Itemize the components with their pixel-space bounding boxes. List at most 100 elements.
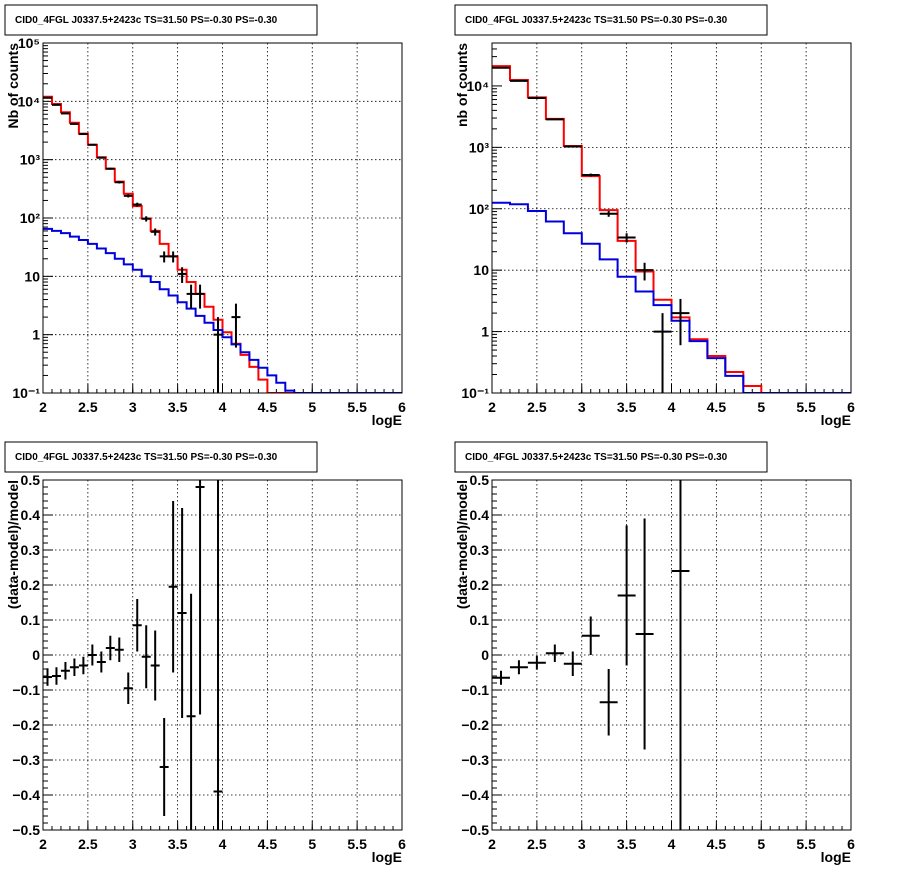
chart-title-box [4,4,318,36]
y-axis-label: Nb of counts [5,43,21,129]
x-tick-label: 2 [39,399,47,415]
plot-frame [491,42,852,394]
y-tick-label: 10³ [20,152,41,168]
x-tick-label: 4.5 [258,399,278,415]
y-tick-label: −0.1 [461,682,489,698]
series-step-line-1 [492,65,851,393]
x-tick-label: 5 [757,836,765,852]
y-tick-label: 0.4 [21,507,41,523]
plot-area [43,480,402,830]
y-tick-label: 10² [469,201,490,217]
chart-title: CID0_4FGL J0337.5+2423c TS=31.50 PS=-0.3… [465,15,728,26]
x-tick-label: 5.5 [796,399,816,415]
chart-title-box [4,441,318,473]
plot-body [43,480,223,830]
y-tick-label: 0.5 [21,472,41,488]
x-tick-label: 2 [39,836,47,852]
plot-body [492,480,690,830]
x-tick-label: 4 [668,836,676,852]
y-tick-label: −0.2 [12,717,40,733]
y-tick-label: 1 [32,327,40,343]
x-tick-label: 5.5 [796,836,816,852]
y-tick-label: 10 [24,268,40,284]
chart-panel-4: CID0_4FGL J0337.5+2423c TS=31.50 PS=-0.3… [454,441,855,865]
y-tick-label: −0.1 [12,682,40,698]
series-step-line-2 [43,227,402,393]
x-axis-label: logE [821,849,851,865]
y-tick-label: 10⁵ [18,35,40,51]
x-tick-label: 3 [578,399,586,415]
x-tick-label: 4 [668,399,676,415]
y-tick-label: −0.3 [12,752,40,768]
y-tick-label: 1 [481,324,489,340]
x-tick-label: 3 [129,399,137,415]
chart-title-box [454,441,768,473]
x-tick-label: 2.5 [78,399,98,415]
x-tick-label: 3.5 [617,836,637,852]
x-tick-label: 3 [129,836,137,852]
chart-panel-2: CID0_4FGL J0337.5+2423c TS=31.50 PS=-0.3… [454,4,855,428]
y-tick-label: 0.5 [470,472,490,488]
x-tick-label: 2.5 [78,836,98,852]
y-tick-label: −0.3 [461,752,489,768]
y-tick-label: 10⁴ [18,93,41,109]
y-tick-label: 0 [32,647,40,663]
chart-panel-1: CID0_4FGL J0337.5+2423c TS=31.50 PS=-0.3… [4,4,406,428]
x-tick-label: 6 [398,836,406,852]
x-tick-label: 2 [488,836,496,852]
plot-frame [42,479,403,831]
y-tick-label: 0.1 [21,612,41,628]
y-tick-label: 10² [20,210,41,226]
y-axis-label: nb of counts [454,43,470,127]
chart-title: CID0_4FGL J0337.5+2423c TS=31.50 PS=-0.3… [15,452,278,463]
chart-title: CID0_4FGL J0337.5+2423c TS=31.50 PS=-0.3… [15,15,278,26]
x-tick-label: 6 [847,399,855,415]
series-step-line-2 [492,201,851,393]
plot-body [43,95,402,393]
y-tick-label: 10⁻¹ [461,385,489,401]
y-tick-label: 10⁴ [467,78,490,94]
y-tick-label: 0.3 [470,542,490,558]
y-axis-label: (data-model)/model [454,480,470,609]
plot-body [492,65,851,393]
x-tick-label: 3.5 [617,399,637,415]
y-tick-label: 10 [473,262,489,278]
y-tick-label: −0.4 [12,787,40,803]
x-tick-label: 5 [308,399,316,415]
y-tick-label: 0 [481,647,489,663]
x-tick-label: 2.5 [527,836,547,852]
y-tick-label: 0.2 [21,577,41,593]
x-tick-label: 4.5 [707,399,727,415]
y-tick-label: −0.5 [461,822,489,838]
y-tick-label: 10³ [469,139,490,155]
y-tick-label: 0.4 [470,507,490,523]
plot-area [492,43,851,393]
y-tick-label: 0.2 [470,577,490,593]
x-tick-label: 5 [308,836,316,852]
x-tick-label: 3.5 [168,399,188,415]
x-tick-label: 3 [578,836,586,852]
y-tick-label: 0.3 [21,542,41,558]
x-tick-label: 5 [757,399,765,415]
x-axis-label: logE [372,412,402,428]
x-tick-label: 4.5 [258,836,278,852]
x-tick-label: 5.5 [347,836,367,852]
y-tick-label: −0.2 [461,717,489,733]
plot-frame [491,479,852,831]
y-tick-label: −0.4 [461,787,489,803]
x-tick-label: 4 [219,836,227,852]
x-tick-label: 4 [219,399,227,415]
x-tick-label: 3.5 [168,836,188,852]
y-tick-label: −0.5 [12,822,40,838]
x-axis-label: logE [372,849,402,865]
x-tick-label: 5.5 [347,399,367,415]
x-tick-label: 2 [488,399,496,415]
x-tick-label: 6 [398,399,406,415]
x-tick-label: 4.5 [707,836,727,852]
y-tick-label: 0.1 [470,612,490,628]
chart-panel-3: CID0_4FGL J0337.5+2423c TS=31.50 PS=-0.3… [4,441,406,865]
x-axis-label: logE [821,412,851,428]
plot-area [492,480,851,830]
x-tick-label: 2.5 [527,399,547,415]
